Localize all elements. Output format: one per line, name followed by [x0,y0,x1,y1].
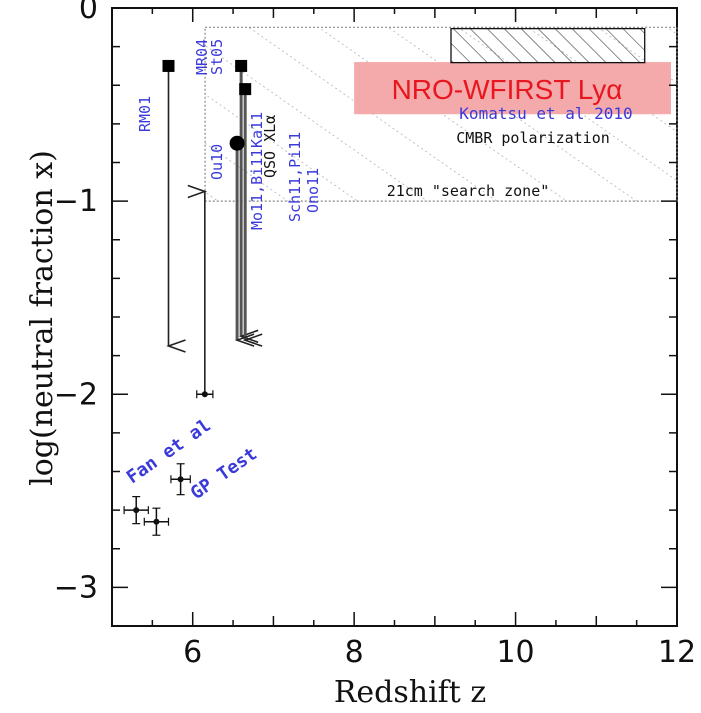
x-tick-label: 6 [183,635,202,670]
x-tick-label: 8 [345,635,364,670]
x-axis-title: Redshift z [334,675,486,710]
banner-background [354,62,671,115]
study-label-4: Ou10 [208,144,226,180]
limit-marker-square [239,83,252,96]
study-label-1: RM01 [136,96,154,132]
gp-point-4 [201,391,208,398]
x-tick-label: 12 [658,635,696,670]
tick-layer: 6 8 10 12 0 −1 −2 −3 [54,0,696,670]
study-label-6: Mo11,Bi11 [248,149,266,230]
study-label-9: Ono11 [304,168,322,213]
study-label-7: QSO XLα [261,115,279,178]
gp-point-1 [133,507,140,514]
limits-layer [162,59,252,395]
y-tick-label: 0 [79,0,98,26]
y-axis-title: log(neutral fraction x) [25,150,60,486]
y-tick-label: −3 [54,570,98,605]
x-tick-label: 10 [496,635,534,670]
study-label-5: Ka11 [248,112,266,148]
search-zone-label: 21cm "search zone" [387,182,550,200]
limit-marker-square [235,59,248,72]
banner-label: NRO-WFIRST Lyα [392,74,623,105]
study-label-2: MR04 [193,39,211,75]
gp-point-2 [153,518,160,525]
limit-marker-square [162,59,175,72]
cmbr-box [450,27,646,64]
komatsu-label: Komatsu et al 2010 [459,104,632,123]
study-label-3: St05 [208,39,226,75]
study-label-8: Sch11,Pi11 [286,132,304,222]
y-tick-label: −1 [54,184,98,219]
gp-label-gptest: GP Test [187,443,261,504]
cmbr-label: CMBR polarization [456,129,610,147]
limit-marker-circle [229,135,245,151]
y-tick-label: −2 [54,377,98,412]
gp-points-layer [123,390,214,536]
gp-point-3 [177,476,184,483]
